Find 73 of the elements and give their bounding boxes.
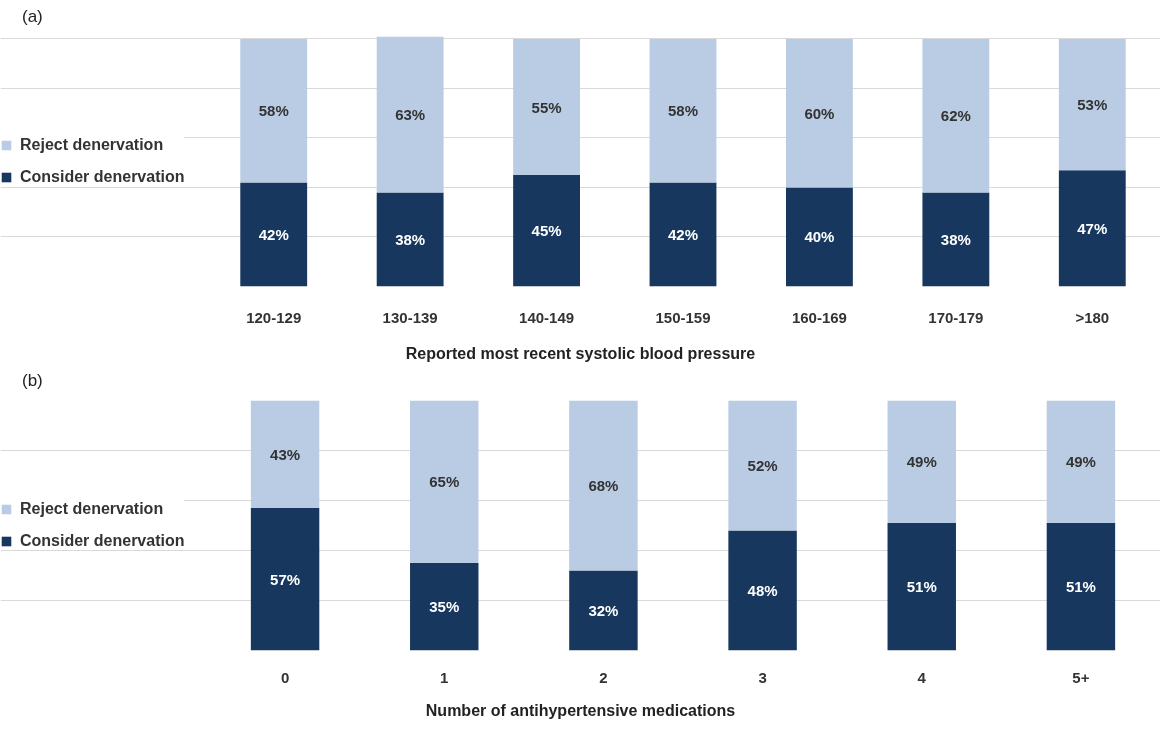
data-label: 63%: [395, 105, 426, 123]
data-label: 38%: [940, 230, 971, 248]
x-tick-label: 160-169: [791, 308, 847, 326]
bar: [569, 400, 638, 571]
data-label: 68%: [588, 477, 619, 494]
text: (b): [22, 370, 43, 392]
bar: [376, 192, 444, 287]
data-label: 32%: [588, 602, 619, 619]
bar: [1046, 400, 1116, 523]
x-tick-label: 3: [758, 668, 767, 686]
data-label: 38%: [395, 230, 426, 248]
x-tick-label: 150-159: [655, 308, 711, 326]
bar: [410, 400, 479, 563]
x-tick-label: 0: [280, 668, 290, 686]
bar: [376, 36, 444, 193]
data-label: 42%: [258, 226, 289, 244]
x-tick-label: 130-139: [382, 308, 438, 326]
x-tick-label: 5+: [1072, 668, 1090, 686]
bar: [569, 570, 638, 651]
data-label: 43%: [270, 445, 301, 463]
x-tick-label: 4: [917, 668, 927, 686]
x-tick-label: 170-179: [928, 308, 984, 326]
legend-label: Consider denervation: [20, 168, 185, 186]
data-label: 52%: [747, 457, 778, 474]
data-label: 49%: [1065, 453, 1096, 471]
bar: [250, 400, 320, 508]
data-label: 60%: [804, 104, 835, 122]
data-label: 47%: [1077, 219, 1108, 237]
x-tick-label: 1: [440, 668, 449, 686]
bar: [887, 400, 956, 523]
x-tick-label: 2: [599, 668, 608, 686]
bar: [513, 175, 580, 287]
data-label: 58%: [258, 102, 289, 120]
bar: [1058, 38, 1126, 171]
bar: [513, 38, 580, 176]
data-label: 55%: [531, 98, 562, 116]
data-label: 49%: [906, 453, 937, 471]
bar: [922, 38, 990, 193]
bar: [410, 563, 479, 651]
data-label: 51%: [906, 578, 937, 596]
legend-label: Reject denervation: [20, 500, 164, 518]
data-label: 53%: [1077, 96, 1108, 114]
data-label: 62%: [940, 107, 971, 125]
data-label: 35%: [429, 598, 460, 616]
bar: [786, 187, 853, 287]
data-label: 57%: [270, 570, 301, 588]
data-label: 65%: [429, 473, 460, 491]
legend-label: Reject denervation: [20, 136, 164, 154]
bar: [1046, 523, 1116, 651]
bar: [649, 38, 717, 183]
data-label: 48%: [747, 582, 778, 599]
x-tick-label: 140-149: [519, 308, 575, 326]
bar: [240, 182, 308, 287]
bar: [250, 508, 320, 651]
x-tick-label: 120-129: [246, 308, 302, 326]
legend-label: Consider denervation: [20, 532, 185, 550]
data-label: 51%: [1065, 578, 1096, 596]
data-label: 42%: [667, 226, 699, 244]
bar: [786, 38, 853, 188]
bar: [728, 400, 797, 531]
bar: [922, 192, 990, 287]
x-axis-title: Number of antihypertensive medications: [425, 701, 736, 719]
bar: [1058, 170, 1126, 287]
bar: [649, 182, 717, 287]
data-label: 58%: [667, 102, 699, 120]
data-label: 40%: [804, 228, 835, 246]
text: (a): [22, 6, 43, 28]
x-axis-title: Reported most recent systolic blood pressure: [405, 344, 756, 362]
bar: [240, 38, 308, 183]
x-tick-label: >180: [1075, 308, 1110, 326]
bar: [887, 523, 956, 651]
data-label: 45%: [531, 222, 562, 240]
bar: [728, 530, 797, 651]
